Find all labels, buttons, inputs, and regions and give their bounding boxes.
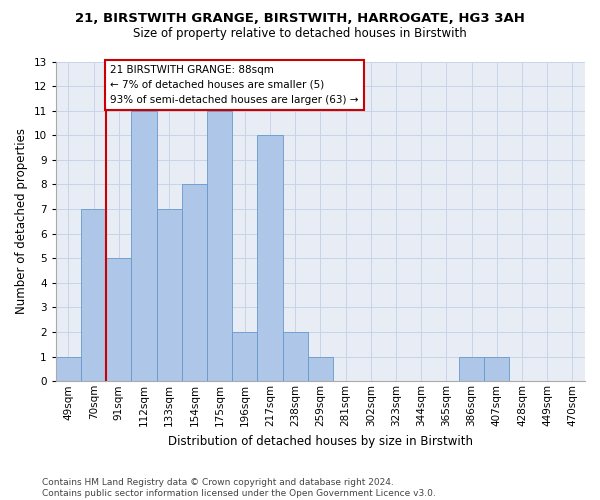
- Text: 21, BIRSTWITH GRANGE, BIRSTWITH, HARROGATE, HG3 3AH: 21, BIRSTWITH GRANGE, BIRSTWITH, HARROGA…: [75, 12, 525, 26]
- Bar: [484, 356, 509, 382]
- Bar: [459, 356, 484, 382]
- X-axis label: Distribution of detached houses by size in Birstwith: Distribution of detached houses by size …: [168, 434, 473, 448]
- Text: Size of property relative to detached houses in Birstwith: Size of property relative to detached ho…: [133, 28, 467, 40]
- Bar: [81, 209, 106, 382]
- Bar: [308, 356, 333, 382]
- Bar: [283, 332, 308, 382]
- Bar: [182, 184, 207, 382]
- Bar: [56, 356, 81, 382]
- Bar: [232, 332, 257, 382]
- Bar: [207, 110, 232, 382]
- Bar: [106, 258, 131, 382]
- Bar: [131, 110, 157, 382]
- Bar: [157, 209, 182, 382]
- Text: Contains HM Land Registry data © Crown copyright and database right 2024.
Contai: Contains HM Land Registry data © Crown c…: [42, 478, 436, 498]
- Y-axis label: Number of detached properties: Number of detached properties: [15, 128, 28, 314]
- Text: 21 BIRSTWITH GRANGE: 88sqm
← 7% of detached houses are smaller (5)
93% of semi-d: 21 BIRSTWITH GRANGE: 88sqm ← 7% of detac…: [110, 65, 359, 105]
- Bar: [257, 136, 283, 382]
